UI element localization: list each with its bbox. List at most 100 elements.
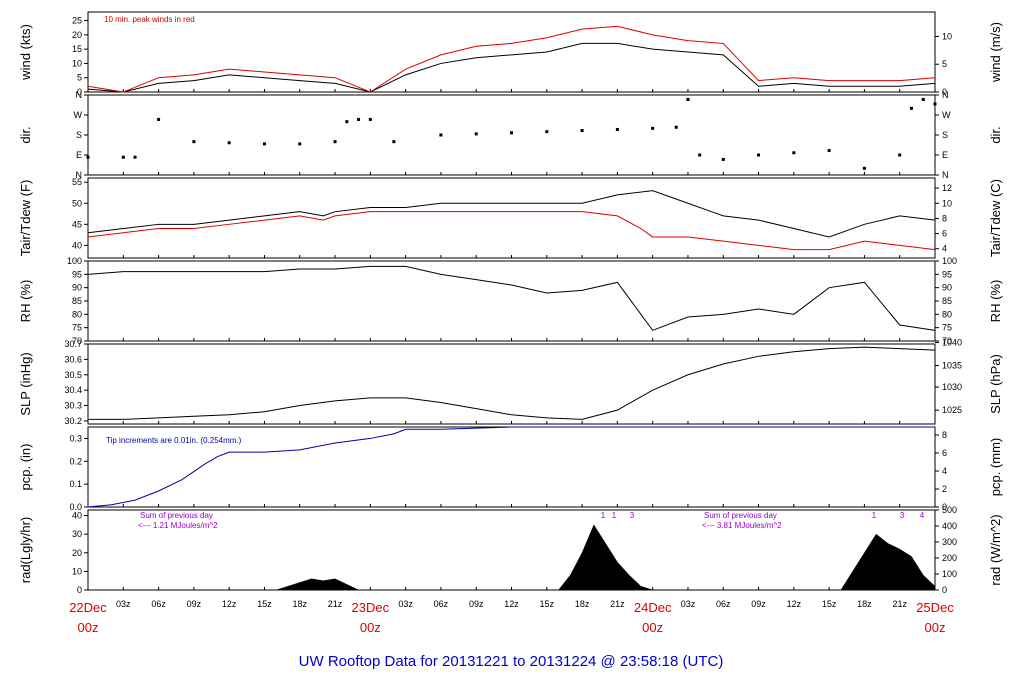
- slp-tick-label-right: 1040: [942, 337, 962, 347]
- dir-tick-label-right: N: [942, 170, 949, 180]
- dir-point: [157, 117, 161, 121]
- dir-point: [757, 153, 761, 157]
- rh-line-RH: [87, 265, 936, 331]
- day-label-hour: 00z: [78, 620, 99, 635]
- time-tick-label: 09z: [187, 599, 202, 609]
- rh-tick-label-right: 80: [942, 309, 952, 319]
- dir-ylabel-left: dir.: [18, 126, 33, 143]
- rad-marker: 1: [601, 511, 606, 520]
- time-tick-label: 09z: [469, 599, 484, 609]
- wind-tick-label-left: 25: [72, 16, 82, 26]
- slp-tick-label-left: 30.2: [64, 416, 82, 426]
- dir-point: [698, 153, 702, 157]
- dir-point: [121, 155, 125, 159]
- time-tick-label: 21z: [610, 599, 625, 609]
- time-tick-label: 18z: [292, 599, 307, 609]
- dir-tick-label-left: W: [74, 110, 83, 120]
- rad-tick-label-right: 300: [942, 537, 957, 547]
- wind-tick-label-left: 20: [72, 30, 82, 40]
- dir-point: [86, 155, 90, 159]
- rh-ylabel-left: RH (%): [18, 280, 33, 323]
- dir-ylabel-right: dir.: [988, 126, 1003, 143]
- dir-point: [862, 166, 866, 170]
- wind-tick-label-left: 0: [77, 87, 82, 97]
- rad-tick-label-left: 40: [72, 511, 82, 521]
- rh-tick-label-right: 90: [942, 283, 952, 293]
- time-tick-label: 06z: [716, 599, 731, 609]
- slp-tick-label-left: 30.5: [64, 370, 82, 380]
- time-tick-label: 09z: [751, 599, 766, 609]
- rh-frame: [87, 260, 936, 342]
- temp-tick-label-right: 12: [942, 183, 952, 193]
- rh-tick-label-right: 70: [942, 336, 952, 346]
- temp-ylabel-right: Tair/Tdew (C): [988, 179, 1003, 257]
- dir-point: [357, 117, 361, 121]
- wind-tick-label-left: 5: [77, 73, 82, 83]
- rad-annotation-line2: <--- 1.21 MJoules/m^2: [138, 521, 218, 530]
- wind-frame: [87, 11, 936, 93]
- time-tick-label: 03z: [681, 599, 696, 609]
- temp-tick-label-right: 4: [942, 244, 947, 254]
- rad-tick-label-right: 500: [942, 505, 957, 515]
- rad-tick-label-right: 400: [942, 521, 957, 531]
- dir-point: [674, 125, 678, 129]
- wind-tick-label-right: 0: [942, 87, 947, 97]
- pcp-ylabel-right: pcp. (mm): [988, 438, 1003, 497]
- day-label-hour: 00z: [360, 620, 381, 635]
- rad-annotation-line1: Sum of previous day: [140, 511, 213, 520]
- dir-tick-label-left: N: [76, 170, 83, 180]
- rh-tick-label-left: 90: [72, 283, 82, 293]
- time-tick-label: 12z: [504, 599, 519, 609]
- rad-tick-label-left: 30: [72, 529, 82, 539]
- dir-point: [580, 129, 584, 133]
- rh-tick-label-left: 85: [72, 296, 82, 306]
- pcp-tick-label-right: 6: [942, 448, 947, 458]
- slp-tick-label-right: 1030: [942, 382, 962, 392]
- day-label-date: 23Dec: [352, 600, 390, 615]
- wind-ylabel-left: wind (kts): [18, 24, 33, 81]
- rad-tick-label-right: 200: [942, 553, 957, 563]
- pcp-tick-label-left: 0.0: [69, 502, 82, 512]
- slp-tick-label-right: 1025: [942, 405, 962, 415]
- time-tick-label: 21z: [892, 599, 907, 609]
- rh-tick-label-left: 70: [72, 336, 82, 346]
- slp-frame: [87, 343, 936, 425]
- pcp-tick-label-left: 0.3: [69, 433, 82, 443]
- pcp-tick-label-left: 0.1: [69, 479, 82, 489]
- day-label-date: 25Dec: [916, 600, 954, 615]
- time-tick-label: 15z: [257, 599, 272, 609]
- chart-title: UW Rooftop Data for 20131221 to 20131224…: [299, 653, 724, 670]
- time-tick-label: 06z: [434, 599, 449, 609]
- pcp-tick-label-right: 0: [942, 502, 947, 512]
- slp-tick-label-left: 30.7: [64, 339, 82, 349]
- rh-tick-label-right: 95: [942, 269, 952, 279]
- day-label-hour: 00z: [642, 620, 663, 635]
- temp-tick-label-right: 8: [942, 213, 947, 223]
- wind-line-peak: [87, 25, 936, 93]
- time-tick-label: 12z: [222, 599, 237, 609]
- wind-tick-label-left: 10: [72, 58, 82, 68]
- rh-tick-label-left: 80: [72, 309, 82, 319]
- pcp-tick-label-right: 2: [942, 484, 947, 494]
- dir-point: [545, 130, 549, 134]
- dir-point: [368, 117, 372, 121]
- rad-area-radiation: [276, 524, 936, 591]
- time-tick-label: 15z: [822, 599, 837, 609]
- temp-line-Tair: [87, 190, 936, 238]
- pcp-ylabel-left: pcp. (in): [18, 444, 33, 491]
- slp-ylabel-left: SLP (inHg): [18, 352, 33, 415]
- time-tick-label: 03z: [116, 599, 131, 609]
- time-tick-label: 03z: [398, 599, 413, 609]
- pcp-tick-label-left: 0.2: [69, 456, 82, 466]
- slp-line-SLP: [88, 346, 936, 420]
- rh-tick-label-right: 75: [942, 323, 952, 333]
- rh-tick-label-right: 85: [942, 296, 952, 306]
- pcp-line-precip: [87, 426, 935, 508]
- rad-tick-label-left: 0: [77, 585, 82, 595]
- temp-tick-label-right: 6: [942, 229, 947, 239]
- temp-tick-label-left: 40: [72, 240, 82, 250]
- dir-point: [921, 97, 925, 101]
- pcp-tick-label-right: 8: [942, 430, 947, 440]
- slp-tick-label-left: 30.3: [64, 401, 82, 411]
